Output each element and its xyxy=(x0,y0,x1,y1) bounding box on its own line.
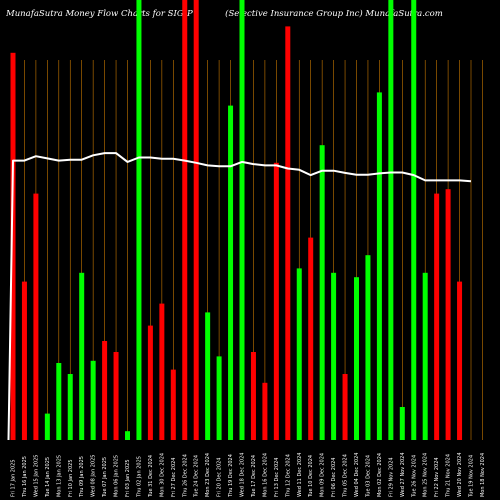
money-flow-bar xyxy=(113,352,119,440)
x-tick-label: Wed 20 Nov 2024 xyxy=(457,452,463,497)
money-flow-bar xyxy=(239,0,245,440)
money-flow-bar xyxy=(205,312,211,440)
money-flow-bar xyxy=(376,92,382,441)
x-tick-label: Tue 31 Dec 2024 xyxy=(148,455,154,498)
x-tick-labels: Fri 17 Jan 2025 Thu 16 Jan 2025 Wed 15 Jan… xyxy=(11,452,486,498)
money-flow-line-group xyxy=(7,152,472,441)
money-flow-bar xyxy=(342,374,348,440)
x-tick-label: Fri 17 Jan 2025 xyxy=(11,459,17,497)
company-name: (Selective Insurance Group Inc) MunafaSu… xyxy=(225,9,443,19)
x-tick-label: Fri 03 Jan 2025 xyxy=(125,459,131,497)
money-flow-bar xyxy=(457,281,463,440)
money-flow-bar xyxy=(365,255,371,440)
money-flow-bar xyxy=(159,303,165,440)
money-flow-bar xyxy=(411,0,417,440)
x-tick-label: Fri 29 Nov 2024 xyxy=(388,457,394,497)
x-tick-label: Thu 21 Nov 2024 xyxy=(446,454,452,498)
x-tick-label: Mon 30 Dec 2024 xyxy=(159,453,165,497)
money-flow-bar xyxy=(308,237,314,440)
x-tick-label: Thu 12 Dec 2024 xyxy=(285,454,291,498)
x-tick-label: Fri 27 Dec 2024 xyxy=(171,458,177,498)
money-flow-bar xyxy=(296,268,302,440)
money-flow-bar xyxy=(147,325,153,440)
money-flow-bar xyxy=(170,369,176,440)
money-flow-bar xyxy=(79,272,85,440)
x-tick-label: Wed 04 Dec 2024 xyxy=(354,453,360,497)
x-tick-label: Thu 26 Dec 2024 xyxy=(182,454,188,498)
money-flow-bar xyxy=(399,407,405,440)
money-flow-bar xyxy=(102,341,108,440)
money-flow-bar xyxy=(21,281,27,440)
money-flow-bar xyxy=(285,26,291,441)
x-tick-label: Fri 06 Dec 2024 xyxy=(331,458,337,498)
money-flow-bar xyxy=(216,356,222,440)
x-tick-label: Wed 18 Dec 2024 xyxy=(240,453,246,497)
x-tick-label: Tue 07 Jan 2025 xyxy=(102,457,108,498)
bars xyxy=(10,0,463,441)
x-tick-label: Wed 15 Jan 2025 xyxy=(33,455,39,497)
x-tick-label: Mon 13 Jan 2025 xyxy=(56,455,62,497)
money-flow-bar xyxy=(250,352,256,440)
money-flow-bar xyxy=(56,363,62,440)
x-tick-label: Fri 10 Jan 2025 xyxy=(68,459,74,497)
x-tick-label: Mon 09 Dec 2024 xyxy=(320,453,326,497)
x-tick-label: Tue 14 Jan 2025 xyxy=(45,457,51,498)
money-flow-bar xyxy=(182,0,188,440)
money-flow-line xyxy=(7,152,472,441)
x-tick-label: Mon 25 Nov 2024 xyxy=(423,453,429,497)
chart-header: MunafaSutra Money Flow Charts for SIGIP … xyxy=(6,9,494,19)
money-flow-bar xyxy=(354,277,359,440)
x-tick-label: Tue 19 Nov 2024 xyxy=(469,455,475,498)
money-flow-bar xyxy=(445,189,451,440)
x-tick-label: Mon 02 Dec 2024 xyxy=(377,453,383,497)
x-tick-label: Fri 13 Dec 2024 xyxy=(274,458,280,498)
money-flow-bar xyxy=(319,145,325,440)
money-flow-bar xyxy=(33,193,39,440)
money-flow-bar xyxy=(262,382,268,440)
x-tick-label: Thu 02 Jan 2025 xyxy=(136,456,142,498)
money-flow-bar xyxy=(136,0,142,440)
x-tick-label: Fri 22 Nov 2024 xyxy=(434,457,440,497)
money-flow-bar xyxy=(90,360,96,440)
money-flow-bar xyxy=(273,162,279,441)
x-tick-label: Mon 06 Jan 2025 xyxy=(114,455,120,497)
x-tick-label: Thu 19 Dec 2024 xyxy=(228,454,234,498)
money-flow-bar xyxy=(228,105,234,440)
x-tick-label: Fri 20 Dec 2024 xyxy=(217,458,223,498)
x-tick-label: Thu 05 Dec 2024 xyxy=(343,454,349,498)
money-flow-bar xyxy=(193,0,199,440)
x-tick-label: Tue 26 Nov 2024 xyxy=(411,455,417,498)
money-flow-bar xyxy=(10,52,16,441)
x-tick-label: Tue 17 Dec 2024 xyxy=(251,455,257,498)
x-tick-label: Tue 10 Dec 2024 xyxy=(308,455,314,498)
x-tick-label: Mon 23 Dec 2024 xyxy=(205,453,211,497)
money-flow-bar xyxy=(125,431,130,440)
x-tick-label: Mon 16 Dec 2024 xyxy=(262,453,268,497)
x-tick-label: Wed 11 Dec 2024 xyxy=(297,453,303,497)
money-flow-bar xyxy=(67,374,73,440)
x-tick-label: Tue 24 Dec 2024 xyxy=(194,455,200,498)
money-flow-bar xyxy=(331,272,337,440)
x-tick-label: Thu 09 Jan 2025 xyxy=(79,456,85,498)
chart-title: MunafaSutra Money Flow Charts for SIGIP xyxy=(6,9,193,19)
money-flow-bar xyxy=(422,272,428,440)
x-tick-label: Thu 16 Jan 2025 xyxy=(22,456,28,498)
money-flow-bar xyxy=(44,413,50,440)
money-flow-bar xyxy=(388,0,394,440)
x-tick-label: Wed 08 Jan 2025 xyxy=(91,455,97,497)
money-flow-bar xyxy=(434,193,440,440)
x-tick-label: Wed 27 Nov 2024 xyxy=(400,452,406,497)
x-tick-label: Mon 18 Nov 2024 xyxy=(480,453,486,497)
x-tick-label: Tue 03 Dec 2024 xyxy=(365,455,371,498)
